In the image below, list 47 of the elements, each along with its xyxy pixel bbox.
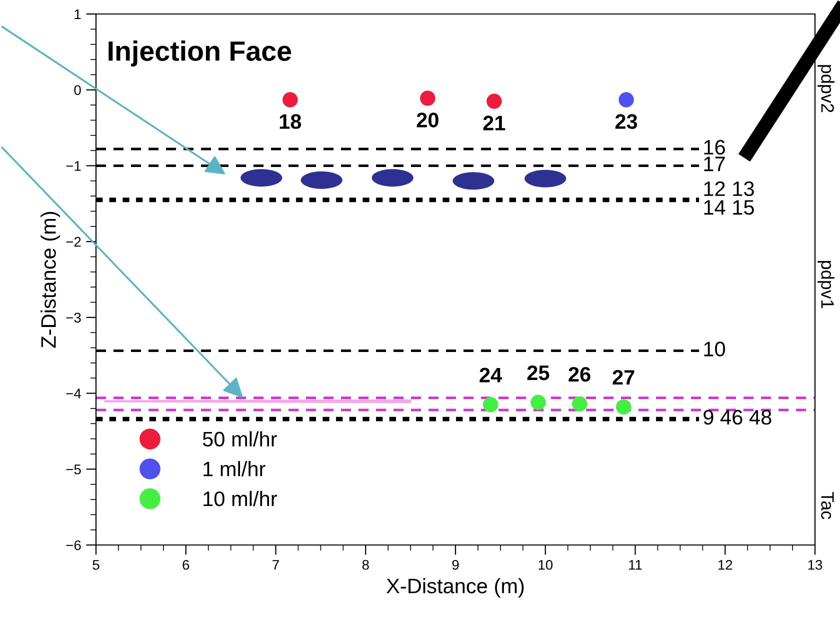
annotation: 23 <box>615 114 638 129</box>
point <box>530 394 546 410</box>
x-tick-label: 10 <box>538 560 553 570</box>
x-tick-label: 9 <box>452 560 459 570</box>
text: Tac <box>821 492 834 520</box>
y-tick-label: −2 <box>66 236 81 247</box>
annotation: 16 <box>704 140 725 155</box>
y-tick-label: −5 <box>66 464 81 474</box>
x-tick-label: 12 <box>718 560 732 570</box>
text: Injection Face <box>108 40 292 66</box>
x-tick-label: 8 <box>362 560 369 570</box>
text: pdpv2 <box>818 65 834 112</box>
point <box>616 399 632 415</box>
annotation: 25 <box>527 365 550 380</box>
y-axis-title: Z-Distance (m) <box>40 212 60 348</box>
y-tick-label: 0 <box>74 85 81 96</box>
point <box>482 397 498 412</box>
annotation: 10 <box>704 342 726 356</box>
annotation: 9 46 48 <box>704 410 772 425</box>
x-tick-label: 5 <box>92 560 100 570</box>
point <box>282 92 298 108</box>
x-axis-title: X-Distance (m) <box>386 578 524 598</box>
y-tick-label: −1 <box>66 161 81 171</box>
point <box>420 90 436 106</box>
annotation: 12 13 14 15 <box>704 181 754 215</box>
text: pdpv1 <box>818 260 834 308</box>
legend-label: 10 ml/hr <box>204 490 277 506</box>
point <box>572 396 588 412</box>
annotation: 17 <box>704 156 725 172</box>
legend-label: 50 ml/hr <box>202 431 277 447</box>
annotation: 27 <box>612 370 634 385</box>
annotation: 26 <box>568 366 590 382</box>
x-tick-label: 13 <box>808 560 822 570</box>
x-tick-label: 6 <box>182 560 190 570</box>
x-tick-label: 11 <box>629 560 642 570</box>
point <box>486 94 502 109</box>
y-tick-label: −4 <box>66 388 82 398</box>
y-tick-label: 1 <box>74 9 81 20</box>
x-tick-label: 7 <box>272 560 279 570</box>
y-tick-label: −3 <box>66 312 81 323</box>
point <box>618 92 634 108</box>
y-tick-label: −6 <box>66 540 81 550</box>
annotation: 21 <box>483 116 506 130</box>
annotation: 24 <box>480 368 502 382</box>
annotation: 18 <box>280 114 302 129</box>
annotation: 20 <box>416 112 438 128</box>
legend-label: 1 ml/hr <box>204 461 266 476</box>
